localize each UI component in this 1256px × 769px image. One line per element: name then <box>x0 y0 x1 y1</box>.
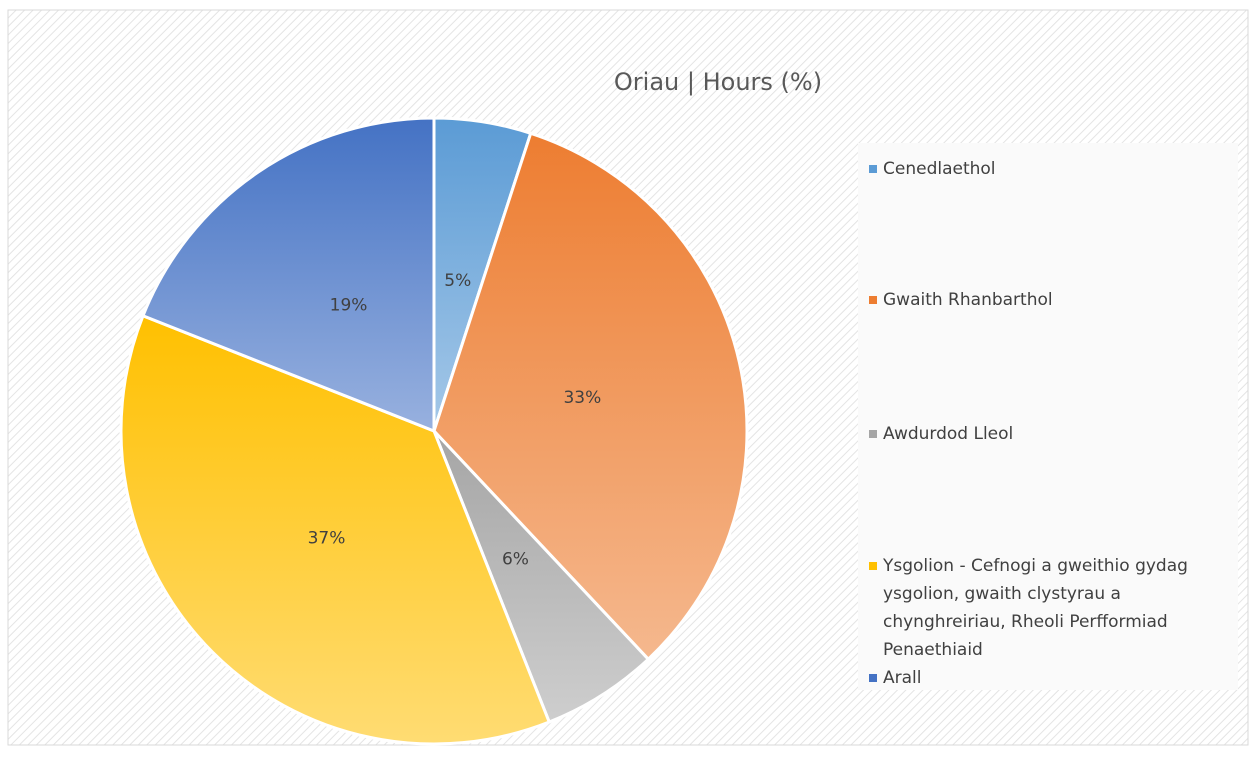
legend-swatch <box>869 562 877 570</box>
legend-item: Cenedlaethol <box>869 155 1229 183</box>
legend-swatch <box>869 674 877 682</box>
pie-slice <box>432 429 651 724</box>
pie-slice <box>432 131 749 662</box>
data-label: 5% <box>444 271 471 291</box>
legend-item: Arall <box>869 664 1229 692</box>
data-label: 37% <box>308 528 346 548</box>
data-label: 19% <box>330 295 368 315</box>
legend: Cenedlaethol Gwaith Rhanbarthol Awdurdod L… <box>858 143 1238 690</box>
legend-swatch <box>869 165 877 173</box>
legend-item: Ysgolion - Cefnogi a gweithio gydag ysgo… <box>869 552 1229 664</box>
pie-slice <box>141 116 436 434</box>
legend-label: Cenedlaethol <box>883 159 996 179</box>
legend-label: Awdurdod Lleol <box>883 424 1014 444</box>
chart-title: Oriau | Hours (%) <box>614 68 822 96</box>
legend-item: Awdurdod Lleol <box>869 420 1229 448</box>
legend-label: Ysgolion - Cefnogi a gweithio gydag ysgo… <box>883 556 1188 660</box>
data-label: 6% <box>502 549 529 569</box>
legend-swatch <box>869 430 877 438</box>
legend-label: Gwaith Rhanbarthol <box>883 290 1053 310</box>
legend-swatch <box>869 296 877 304</box>
legend-item: Gwaith Rhanbarthol <box>869 286 1229 314</box>
data-label: 33% <box>563 388 601 408</box>
pie-slice <box>119 313 552 746</box>
legend-label: Arall <box>883 668 922 688</box>
